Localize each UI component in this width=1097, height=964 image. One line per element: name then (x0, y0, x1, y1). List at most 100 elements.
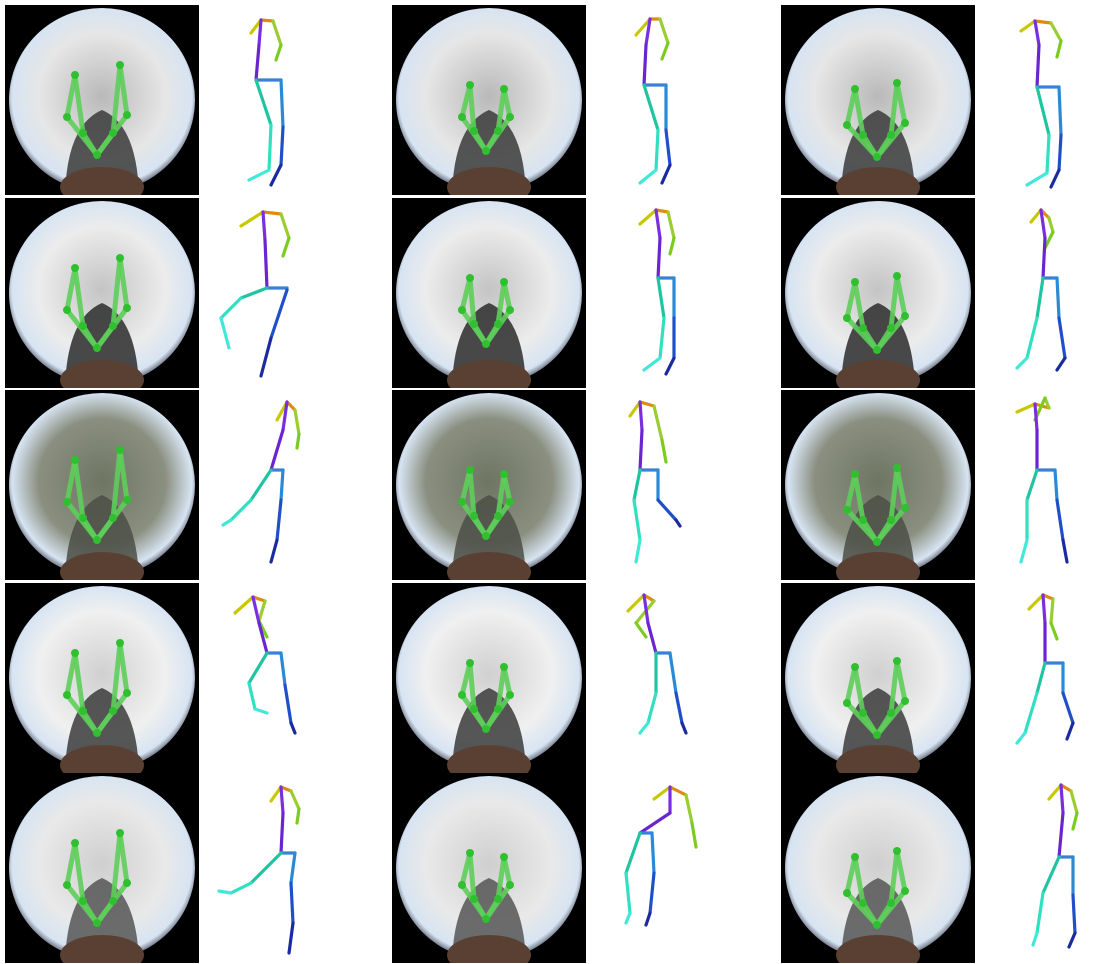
skeleton-bone (1019, 19, 1037, 33)
skeleton-bone (1043, 230, 1055, 250)
overlay-bone (467, 850, 477, 902)
overlay-joint (116, 254, 124, 262)
skeleton-bone (1041, 855, 1061, 895)
skeleton-bone (690, 821, 698, 849)
skeleton-bone (247, 651, 269, 685)
skeleton-bone (1025, 316, 1039, 360)
skeleton-bone (638, 400, 644, 432)
overlay-joint (887, 899, 895, 907)
overlay-joint (851, 663, 859, 671)
overlay-joint (109, 129, 117, 137)
overlay-joint (116, 829, 124, 837)
skeleton-bone (295, 807, 301, 825)
skeleton-bone (1033, 19, 1041, 47)
overlay-joint (109, 514, 117, 522)
overlay-joint (458, 691, 466, 699)
skeleton-bone (654, 208, 662, 240)
overlay-joint (843, 506, 851, 514)
overlay-bone (860, 710, 880, 738)
skeleton-bone (1069, 789, 1079, 815)
fisheye-lens-view (785, 201, 971, 385)
skeleton-panel (979, 5, 1095, 195)
overlay-joint (500, 85, 508, 93)
fisheye-lens-view (396, 8, 582, 192)
overlay-joint (851, 853, 859, 861)
skeleton-bone (638, 168, 658, 185)
overlay-joint (494, 320, 502, 328)
overlay-joint (466, 659, 474, 667)
skeleton-bone (1041, 593, 1047, 625)
overlay-bone (495, 86, 507, 134)
skeleton-bone (1059, 783, 1065, 815)
overlay-bone (110, 640, 123, 714)
skeleton-bone (293, 408, 301, 436)
skeleton-bone (254, 43, 261, 82)
overlay-joint (470, 705, 478, 713)
skeleton-bone (642, 43, 648, 87)
skeleton-bone (638, 811, 672, 835)
overlay-joint (494, 512, 502, 520)
overlay-joint (93, 344, 101, 352)
overlay-joint (506, 498, 514, 506)
skeleton-bone (638, 428, 644, 472)
fisheye-lens-view (785, 586, 971, 770)
skeleton-bone (660, 41, 670, 61)
wearer-head (60, 360, 144, 388)
skeleton-bone (654, 208, 670, 214)
overlay-joint (116, 61, 124, 69)
skeleton-bone (1071, 893, 1077, 935)
overlay-bone (72, 72, 86, 136)
overlay-joint (79, 514, 87, 522)
skeleton-bone (251, 595, 267, 603)
overlay-joint (123, 496, 131, 504)
body-keypoint-overlay (458, 659, 514, 733)
skeleton-panel (203, 390, 319, 580)
overlay-joint (466, 849, 474, 857)
overlay-joint (458, 306, 466, 314)
skeleton-bone (279, 811, 285, 855)
overlay-joint (93, 151, 101, 159)
skeleton-bone (289, 789, 301, 811)
body-keypoint-overlay (458, 466, 514, 540)
overlay-bone (495, 854, 507, 902)
overlay-bone (495, 279, 507, 327)
skeleton-bone (646, 691, 658, 725)
wearer-head (447, 552, 531, 580)
skeleton-bone (632, 498, 642, 542)
skeleton-bone (283, 683, 293, 725)
body-keypoint-overlay (843, 657, 909, 739)
overlay-bone (860, 325, 880, 353)
overlay-bone (888, 658, 900, 716)
fisheye-frame (5, 390, 199, 580)
overlay-joint (63, 691, 71, 699)
skeleton-bone (1035, 891, 1045, 935)
skeleton-bone (642, 356, 662, 372)
skeleton-bone (261, 210, 283, 216)
fisheye-frame (5, 583, 199, 773)
skeleton-bone (668, 236, 676, 256)
skeleton-bone (1023, 691, 1039, 735)
skeleton-bone (664, 356, 676, 376)
skeleton-bone (1041, 593, 1055, 601)
skeleton-bone (229, 498, 253, 522)
skeleton-bone (1055, 276, 1061, 320)
overlay-joint (466, 81, 474, 89)
body-keypoint-overlay (843, 79, 909, 161)
skeleton-bone (660, 163, 672, 185)
wearer-head (447, 745, 531, 773)
overlay-joint (893, 272, 901, 280)
overlay-bone (874, 710, 894, 738)
overlay-joint (109, 322, 117, 330)
skeleton-bone (1061, 691, 1075, 725)
overlay-joint (859, 899, 867, 907)
skeleton-bone (269, 288, 289, 340)
overlay-bone (467, 660, 477, 712)
overlay-bone (80, 323, 100, 351)
skeleton-bone (664, 128, 672, 167)
overlay-joint (482, 915, 490, 923)
skeleton-bone (646, 621, 658, 655)
skeleton-bone (219, 316, 231, 350)
overlay-bone (80, 708, 100, 736)
skeleton-bone (259, 336, 273, 378)
overlay-bone (874, 325, 894, 353)
